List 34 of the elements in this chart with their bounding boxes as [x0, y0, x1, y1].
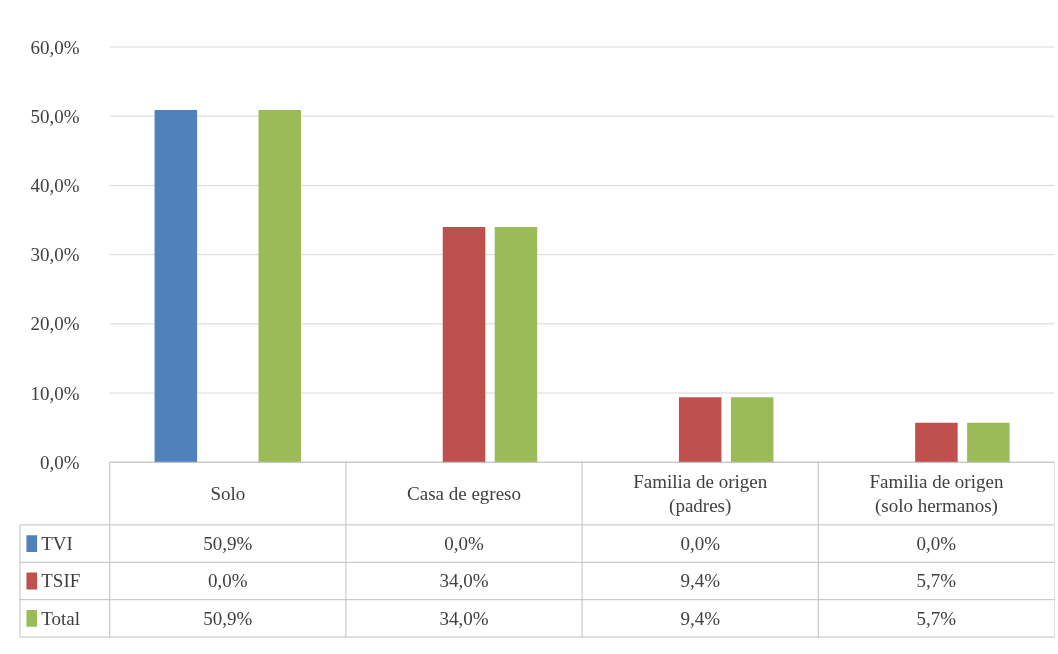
- data-label: 34,0%: [439, 570, 489, 592]
- data-label: 50,9%: [203, 607, 253, 629]
- y-tick-label: 60,0%: [30, 36, 80, 58]
- legend-label: Total: [41, 607, 80, 629]
- bar: [154, 110, 198, 463]
- data-label: 0,0%: [208, 570, 248, 592]
- bar: [678, 397, 722, 463]
- data-label: 0,0%: [680, 533, 721, 555]
- bar: [915, 422, 958, 463]
- bar: [494, 226, 538, 463]
- y-tick-label: 30,0%: [30, 244, 80, 266]
- data-label: 5,7%: [916, 570, 957, 592]
- bar: [967, 422, 1010, 463]
- legend-label: TSIF: [41, 570, 81, 592]
- y-tick-label: 0,0%: [39, 451, 80, 473]
- x-tick-label: Familia de origen (padres): [633, 471, 768, 518]
- x-tick-label: Casa de egreso: [407, 483, 521, 505]
- data-label: 9,4%: [680, 607, 721, 629]
- bar: [442, 226, 486, 463]
- x-tick-label: Familia de origen (solo hermanos): [869, 471, 1004, 518]
- data-label: 9,4%: [680, 570, 721, 592]
- data-label: 5,7%: [916, 607, 957, 629]
- y-tick-label: 20,0%: [30, 313, 80, 335]
- data-label: 50,9%: [203, 533, 253, 555]
- y-tick-label: 10,0%: [30, 382, 80, 404]
- data-label: 34,0%: [439, 607, 489, 629]
- legend-label: TVI: [41, 533, 73, 555]
- data-label: 0,0%: [444, 533, 484, 555]
- data-label: 0,0%: [916, 533, 957, 555]
- bar: [730, 397, 774, 463]
- x-tick-label: Solo: [210, 483, 246, 505]
- y-tick-label: 50,0%: [30, 105, 80, 127]
- y-tick-label: 40,0%: [30, 174, 80, 196]
- bar: [258, 110, 302, 463]
